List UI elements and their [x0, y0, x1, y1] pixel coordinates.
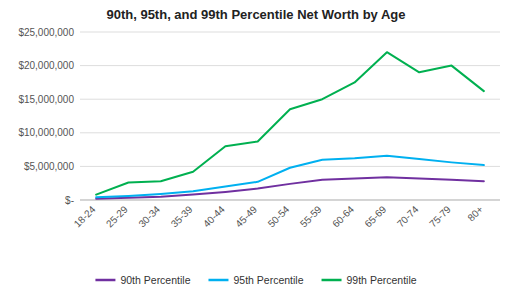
- y-axis: $- $5,000,000 $10,000,000 $15,000,000 $20,00…: [18, 27, 500, 206]
- y-tick-label: $-: [65, 195, 74, 206]
- x-tick-label: 75-79: [427, 203, 453, 229]
- grid-line: [80, 65, 500, 66]
- x-tick-label: 60-64: [330, 203, 356, 229]
- chart: 90th, 95th, and 99th Percentile Net Wort…: [0, 0, 512, 296]
- legend-swatch: [95, 279, 115, 282]
- legend-label: 95th Percentile: [233, 274, 303, 286]
- grid-line: [80, 200, 500, 201]
- legend-label: 90th Percentile: [120, 274, 190, 286]
- series-lines: [96, 52, 484, 199]
- legend-item: 99th Percentile: [322, 274, 417, 286]
- x-axis: 18-2425-2930-34 35-3940-4445-49 50-5455-59…: [72, 203, 486, 229]
- x-tick-label: 55-59: [298, 203, 324, 229]
- x-tick-label: 18-24: [72, 203, 98, 229]
- x-tick-label: 80+: [465, 204, 485, 224]
- y-tick-label: $5,000,000: [24, 161, 74, 172]
- title: 90th, 95th, and 99th Percentile Net Wort…: [106, 7, 405, 22]
- x-tick-label: 40-44: [201, 203, 227, 229]
- y-tick-label: $20,000,000: [18, 60, 74, 71]
- grid-line: [80, 32, 500, 33]
- x-axis-line: [80, 200, 500, 201]
- legend-label: 99th Percentile: [347, 274, 417, 286]
- x-tick-label: 35-39: [169, 203, 195, 229]
- legend-swatch: [208, 279, 228, 282]
- y-tick-label: $10,000,000: [18, 127, 74, 138]
- legend: 90th Percentile 95th Percentile 99th Perce…: [95, 274, 416, 286]
- series-line: [96, 177, 484, 199]
- x-tick-label: 30-34: [136, 203, 162, 229]
- y-tick-label: $25,000,000: [18, 27, 74, 38]
- x-tick-label: 25-29: [104, 203, 130, 229]
- x-tick-label: 65-69: [362, 203, 388, 229]
- series-line: [96, 156, 484, 198]
- legend-item: 90th Percentile: [95, 274, 190, 286]
- x-tick-label: 50-54: [266, 203, 292, 229]
- grid-line: [80, 132, 500, 133]
- x-tick-label: 45-49: [233, 203, 259, 229]
- x-tick-label: 70-74: [395, 203, 421, 229]
- grid-line: [80, 99, 500, 100]
- series-line: [96, 52, 484, 194]
- legend-swatch: [322, 279, 342, 282]
- y-tick-label: $15,000,000: [18, 94, 74, 105]
- legend-item: 95th Percentile: [208, 274, 303, 286]
